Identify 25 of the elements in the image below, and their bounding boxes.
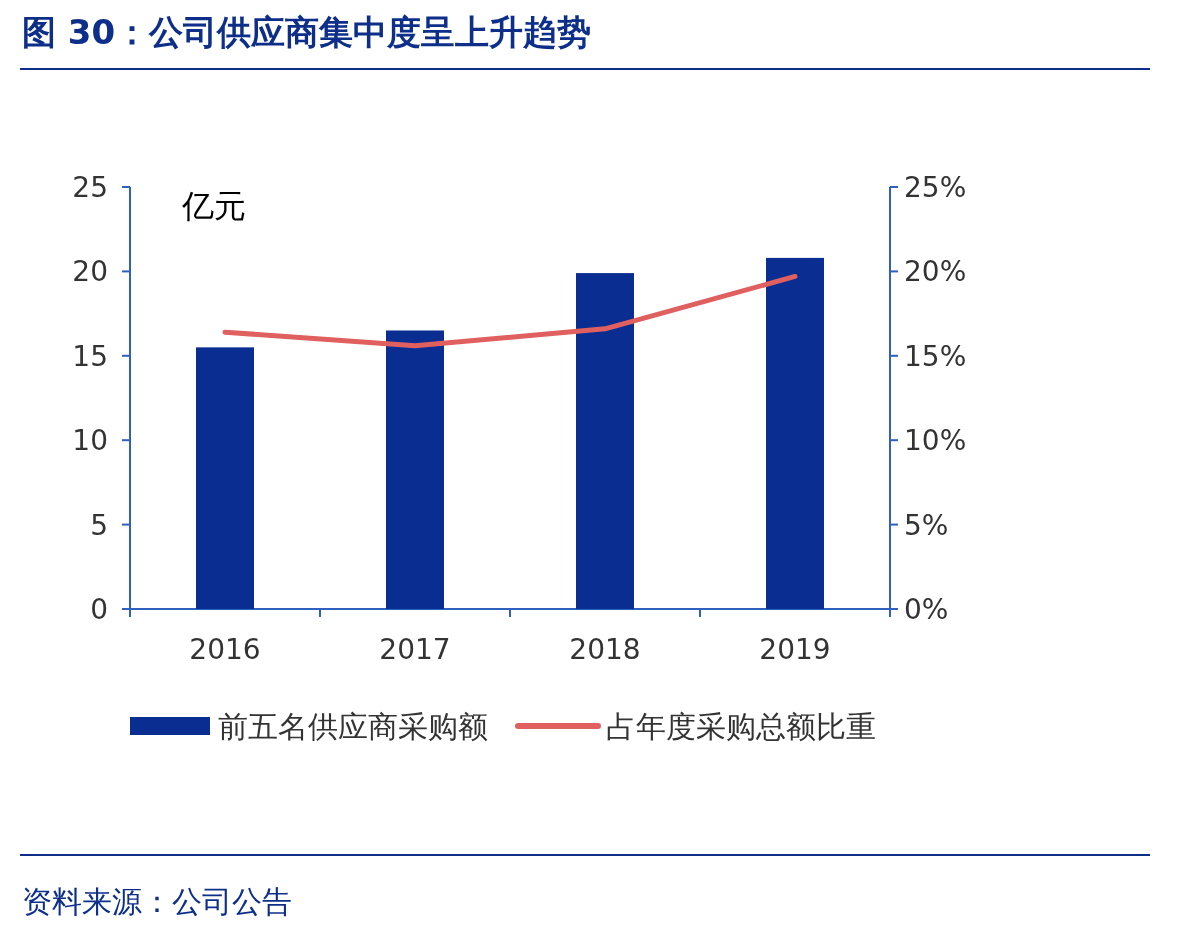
y-axis-title: 亿元 <box>181 187 246 225</box>
legend-label: 占年度采购总额比重 <box>606 709 876 744</box>
y-tick-label: 0 <box>90 593 108 626</box>
y2-tick-label: 5% <box>904 508 949 542</box>
x-tick-label: 2019 <box>759 633 831 666</box>
y-tick-label: 5 <box>90 508 108 542</box>
bar <box>576 273 634 609</box>
y2-tick-label: 25% <box>904 171 967 204</box>
x-tick-label: 2017 <box>379 633 451 666</box>
y-tick-label: 20 <box>72 255 108 289</box>
bar <box>196 347 254 609</box>
bar <box>386 330 444 609</box>
bar <box>766 257 824 609</box>
y-tick-label: 25 <box>72 171 108 204</box>
text: 资料来源：公司公告 <box>22 884 292 919</box>
y2-tick-label: 20% <box>904 255 967 289</box>
y2-tick-label: 0% <box>904 593 949 626</box>
legend-label: 前五名供应商采购额 <box>218 709 488 744</box>
y2-tick-label: 10% <box>904 424 967 458</box>
y2-tick-label: 15% <box>904 339 967 373</box>
x-tick-label: 2018 <box>569 633 641 666</box>
y-tick-label: 15 <box>72 339 108 373</box>
x-tick-label: 2016 <box>189 633 261 666</box>
chart-title: 图 30：公司供应商集中度呈上升趋势 <box>22 12 592 52</box>
y-tick-label: 10 <box>72 424 108 458</box>
